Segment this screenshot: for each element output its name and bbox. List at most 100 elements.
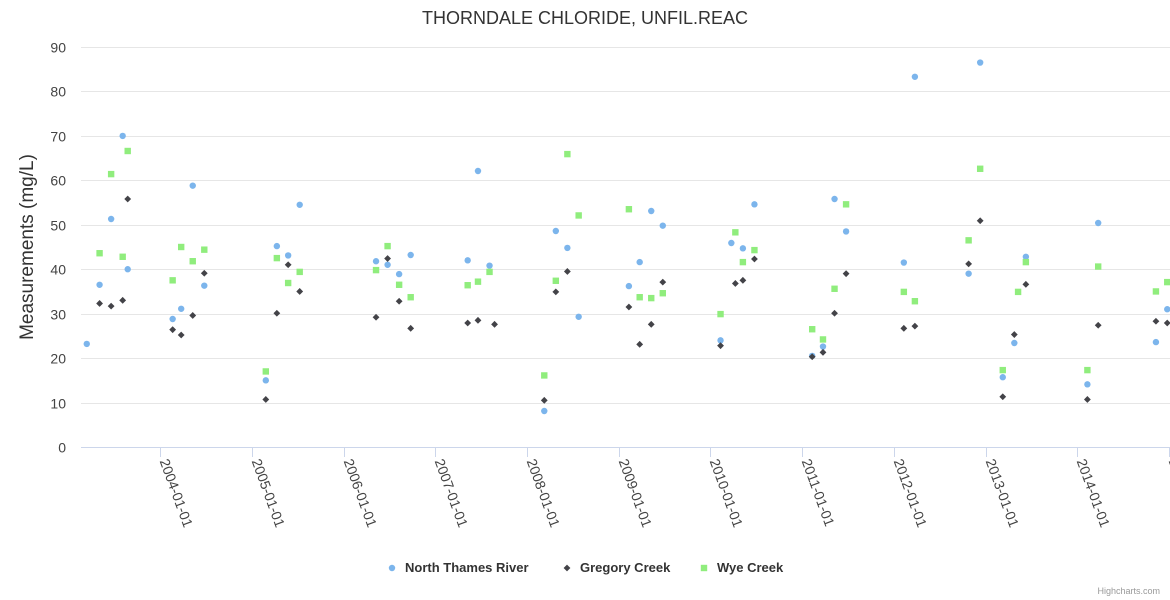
data-point[interactable] bbox=[625, 282, 633, 290]
data-point[interactable] bbox=[541, 372, 548, 379]
data-point[interactable] bbox=[965, 270, 972, 277]
data-point[interactable] bbox=[625, 303, 633, 311]
data-point[interactable] bbox=[636, 258, 643, 266]
data-point[interactable] bbox=[1084, 381, 1091, 388]
data-point[interactable] bbox=[262, 377, 270, 384]
data-point[interactable] bbox=[1152, 317, 1160, 325]
data-point[interactable] bbox=[201, 246, 208, 253]
data-point[interactable] bbox=[119, 253, 126, 260]
data-point[interactable] bbox=[999, 374, 1006, 381]
data-point[interactable] bbox=[965, 237, 972, 244]
data-point[interactable] bbox=[999, 366, 1006, 374]
data-point[interactable] bbox=[1164, 278, 1170, 286]
data-point[interactable] bbox=[739, 258, 747, 266]
legend-item[interactable]: North Thames River bbox=[388, 560, 529, 575]
data-point[interactable] bbox=[575, 212, 582, 219]
data-point[interactable] bbox=[486, 268, 493, 276]
data-point[interactable] bbox=[1010, 331, 1018, 338]
credits-text[interactable]: Highcharts.com bbox=[1097, 586, 1160, 596]
data-point[interactable] bbox=[384, 255, 391, 262]
data-point[interactable] bbox=[124, 266, 131, 273]
data-point[interactable] bbox=[831, 195, 838, 203]
data-point[interactable] bbox=[169, 326, 177, 334]
data-point[interactable] bbox=[273, 254, 281, 262]
data-point[interactable] bbox=[739, 276, 747, 284]
data-point[interactable] bbox=[1163, 319, 1170, 327]
data-point[interactable] bbox=[842, 201, 850, 208]
data-point[interactable] bbox=[189, 258, 196, 265]
data-point[interactable] bbox=[83, 340, 90, 348]
data-point[interactable] bbox=[395, 281, 403, 288]
data-point[interactable] bbox=[552, 277, 560, 284]
data-point[interactable] bbox=[819, 343, 827, 350]
data-point[interactable] bbox=[636, 294, 643, 301]
data-point[interactable] bbox=[717, 310, 724, 318]
data-point[interactable] bbox=[1152, 288, 1160, 295]
data-point[interactable] bbox=[900, 324, 908, 332]
data-point[interactable] bbox=[659, 278, 667, 286]
data-point[interactable] bbox=[731, 280, 739, 287]
data-point[interactable] bbox=[464, 282, 471, 289]
data-point[interactable] bbox=[169, 315, 176, 323]
data-point[interactable] bbox=[831, 309, 838, 317]
data-point[interactable] bbox=[177, 305, 185, 312]
data-point[interactable] bbox=[1022, 280, 1030, 288]
data-point[interactable] bbox=[563, 268, 571, 275]
data-point[interactable] bbox=[1152, 338, 1160, 346]
data-point[interactable] bbox=[284, 252, 292, 259]
data-point[interactable] bbox=[911, 73, 919, 80]
data-point[interactable] bbox=[647, 320, 655, 328]
data-point[interactable] bbox=[1022, 253, 1030, 260]
data-point[interactable] bbox=[296, 268, 303, 276]
data-point[interactable] bbox=[976, 59, 984, 66]
data-point[interactable] bbox=[372, 266, 380, 274]
data-point[interactable] bbox=[751, 201, 758, 208]
data-point[interactable] bbox=[808, 326, 816, 333]
data-point[interactable] bbox=[407, 251, 414, 259]
data-point[interactable] bbox=[648, 207, 655, 215]
data-point[interactable] bbox=[384, 261, 391, 268]
data-point[interactable] bbox=[965, 260, 973, 268]
data-point[interactable] bbox=[1084, 366, 1091, 374]
data-point[interactable] bbox=[189, 182, 196, 189]
data-point[interactable] bbox=[296, 288, 304, 295]
data-point[interactable] bbox=[1014, 288, 1022, 296]
data-point[interactable] bbox=[831, 285, 838, 292]
data-point[interactable] bbox=[717, 337, 724, 344]
data-point[interactable] bbox=[284, 261, 292, 269]
data-point[interactable] bbox=[976, 217, 984, 225]
data-point[interactable] bbox=[575, 313, 582, 320]
data-point[interactable] bbox=[541, 407, 548, 415]
data-point[interactable] bbox=[728, 239, 735, 247]
data-point[interactable] bbox=[911, 298, 919, 305]
data-point[interactable] bbox=[1094, 219, 1102, 227]
data-point[interactable] bbox=[119, 296, 127, 304]
data-point[interactable] bbox=[474, 167, 482, 175]
data-point[interactable] bbox=[625, 206, 633, 213]
legend[interactable]: North Thames River Gregory Creek Wye Creek bbox=[388, 560, 784, 575]
data-point[interactable] bbox=[819, 336, 827, 343]
data-point[interactable] bbox=[1022, 258, 1030, 266]
data-point[interactable] bbox=[262, 368, 270, 375]
data-point[interactable] bbox=[474, 316, 482, 324]
data-point[interactable] bbox=[552, 227, 560, 235]
data-point[interactable] bbox=[107, 302, 115, 310]
data-point[interactable] bbox=[177, 243, 185, 251]
data-point[interactable] bbox=[273, 242, 281, 250]
data-point[interactable] bbox=[407, 324, 415, 332]
legend-item[interactable]: Gregory Creek bbox=[563, 560, 671, 575]
data-point[interactable] bbox=[648, 294, 655, 302]
data-point[interactable] bbox=[284, 279, 292, 287]
data-point[interactable] bbox=[819, 348, 827, 356]
data-point[interactable] bbox=[407, 294, 414, 301]
data-point[interactable] bbox=[273, 309, 281, 317]
data-point[interactable] bbox=[464, 257, 471, 264]
data-point[interactable] bbox=[564, 150, 571, 158]
data-point[interactable] bbox=[200, 269, 208, 277]
data-point[interactable] bbox=[486, 262, 493, 269]
data-point[interactable] bbox=[107, 170, 115, 178]
data-point[interactable] bbox=[659, 222, 666, 229]
data-point[interactable] bbox=[96, 281, 103, 288]
data-point[interactable] bbox=[900, 288, 908, 296]
data-point[interactable] bbox=[1094, 321, 1102, 329]
